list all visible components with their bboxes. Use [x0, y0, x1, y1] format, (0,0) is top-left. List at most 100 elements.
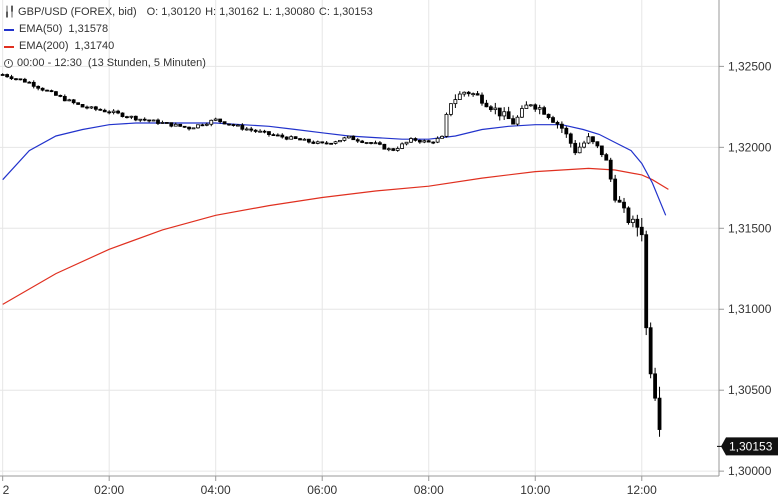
candle-body	[222, 121, 227, 125]
candle	[617, 196, 622, 203]
candle-body	[626, 207, 631, 224]
candle-body	[386, 148, 391, 151]
candle	[129, 115, 134, 120]
candle-body	[520, 108, 524, 118]
candle	[293, 136, 298, 140]
candle	[244, 127, 249, 131]
candle-body	[333, 141, 338, 144]
candle	[342, 136, 347, 142]
candle	[173, 122, 178, 127]
candle-body	[369, 142, 373, 144]
candle	[355, 138, 360, 143]
candle	[449, 103, 453, 117]
close-value: C: 1,30153	[318, 6, 373, 18]
candle-body	[107, 111, 112, 114]
candle-body	[173, 123, 178, 127]
current-price-text: 1,30153	[729, 439, 773, 453]
candle-body	[564, 127, 569, 135]
y-tick-label: 1,32500	[728, 59, 772, 73]
candle	[222, 121, 227, 125]
candle	[169, 122, 174, 128]
chart-legend: ╽╿ GBP/USD (FOREX, bid) O: 1,30120 H: 1,…	[4, 4, 377, 72]
candle-body	[484, 102, 489, 108]
candle-body	[275, 134, 280, 137]
candle-body	[156, 119, 160, 124]
candle-body	[40, 87, 45, 91]
candle-body	[511, 118, 515, 125]
candle	[9, 74, 14, 80]
candle-body	[413, 138, 418, 141]
candle-body	[49, 90, 54, 93]
candle	[98, 108, 103, 111]
candle-body	[14, 78, 18, 81]
candle	[262, 129, 267, 134]
candle	[125, 115, 129, 119]
candle-body	[164, 122, 169, 124]
candle-body	[373, 142, 378, 145]
candle-body	[351, 135, 356, 141]
candle-body	[462, 91, 467, 95]
candle	[555, 120, 560, 129]
candle	[280, 133, 285, 139]
candle-body	[435, 137, 440, 143]
candle-body	[457, 93, 462, 100]
candle	[200, 123, 205, 127]
candle	[27, 81, 32, 84]
candle	[582, 140, 586, 149]
candle-body	[253, 129, 258, 132]
candle-body	[129, 115, 134, 118]
candle	[54, 90, 58, 96]
candle	[315, 140, 320, 145]
ema50-value: 1,31578	[68, 23, 109, 35]
candle-body	[240, 124, 245, 130]
candle	[329, 142, 333, 145]
candle	[440, 135, 444, 139]
candle-body	[648, 327, 653, 375]
candle-body	[271, 134, 276, 136]
candle	[413, 137, 418, 142]
candle-body	[657, 397, 662, 430]
candle-body	[182, 125, 187, 128]
candle-body	[187, 126, 191, 130]
candle	[346, 135, 351, 139]
ema50-line	[2, 122, 667, 216]
candle	[191, 127, 196, 130]
candle-body	[311, 141, 316, 144]
candle-body	[235, 124, 240, 127]
candle-body	[209, 119, 214, 125]
candle	[577, 142, 582, 154]
candle-body	[45, 89, 49, 92]
candle	[626, 206, 631, 225]
candle-body	[258, 130, 262, 133]
ema200-swatch	[4, 45, 14, 48]
candle-body	[218, 118, 223, 123]
candle-body	[404, 141, 409, 145]
ema50-name: EMA(50)	[19, 23, 63, 35]
candle-body	[506, 111, 511, 120]
candle	[213, 117, 218, 121]
candle	[528, 104, 533, 107]
y-tick-label: 1,32000	[728, 140, 772, 154]
candle	[422, 139, 427, 144]
candle	[209, 119, 214, 127]
candle	[5, 73, 10, 78]
current-price-box	[721, 437, 778, 456]
candle-body	[524, 104, 529, 109]
candle	[40, 87, 45, 92]
candle	[218, 118, 223, 124]
candle	[369, 141, 373, 145]
period-label: 00:00 - 12:30	[17, 57, 82, 69]
candle-body	[151, 119, 156, 122]
candle	[497, 107, 502, 121]
current-price-label: 1,30153	[721, 437, 778, 456]
candle	[395, 146, 400, 152]
candle	[409, 137, 413, 143]
candle-body	[653, 373, 657, 399]
candle-body	[622, 201, 626, 209]
candle-body	[488, 106, 493, 111]
candle-body	[191, 127, 196, 130]
candle-body	[360, 140, 365, 143]
candle	[18, 78, 23, 81]
candle-body	[426, 140, 431, 143]
